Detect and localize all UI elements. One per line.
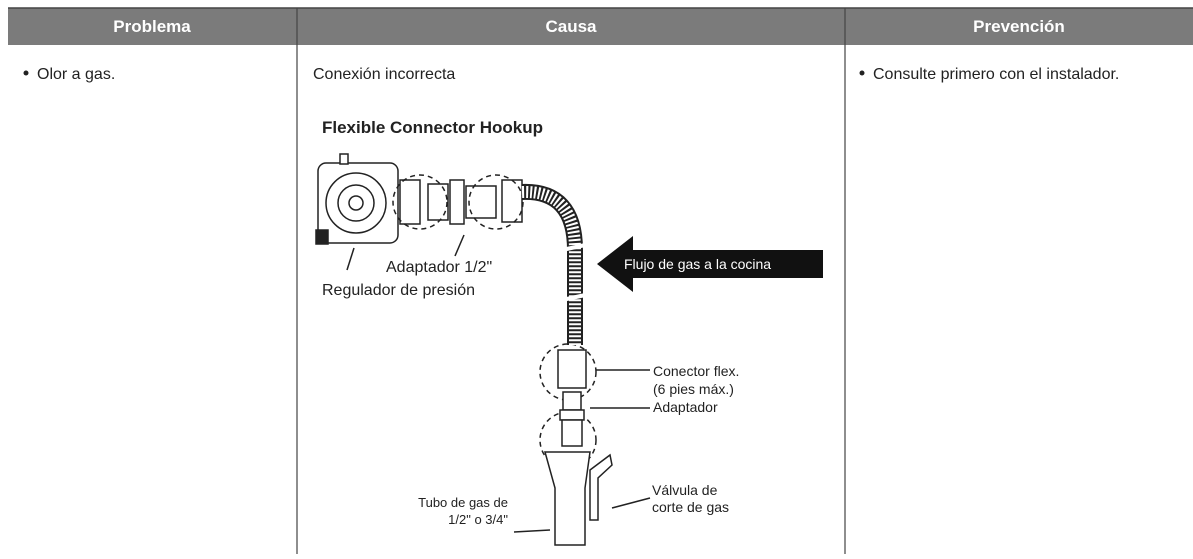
header-row: [8, 8, 1193, 45]
diagram-label: corte de gas: [652, 499, 729, 515]
diagram-label: Regulador de presión: [322, 282, 475, 299]
diagram: [315, 153, 651, 546]
header-cell: Prevención: [973, 17, 1065, 36]
diagram-label: Adaptador 1/2": [386, 259, 492, 276]
diagram-label: Flujo de gas a la cocina: [624, 256, 771, 272]
flow-arrow: [597, 236, 823, 292]
cell-text: Consulte primero con el instalador.: [873, 66, 1119, 83]
cell-text: Conexión incorrecta: [313, 66, 455, 83]
diagram-label: (6 pies máx.): [653, 381, 734, 397]
diagram-label: Adaptador: [653, 399, 718, 415]
diagram-label: 1/2" o 3/4": [448, 512, 508, 527]
diagram-label: Conector flex.: [653, 363, 739, 379]
diagram-label: Válvula de: [652, 482, 718, 498]
header-cell: Problema: [113, 17, 191, 36]
diagram-title: Flexible Connector Hookup: [322, 118, 543, 137]
cell-text: Olor a gas.: [37, 66, 115, 83]
diagram-label: Tubo de gas de: [418, 495, 508, 510]
header-cell: Causa: [545, 17, 597, 36]
